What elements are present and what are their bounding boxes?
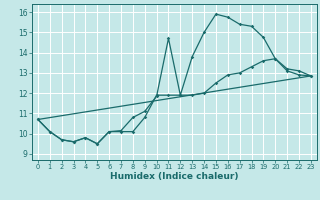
X-axis label: Humidex (Indice chaleur): Humidex (Indice chaleur) — [110, 172, 239, 181]
